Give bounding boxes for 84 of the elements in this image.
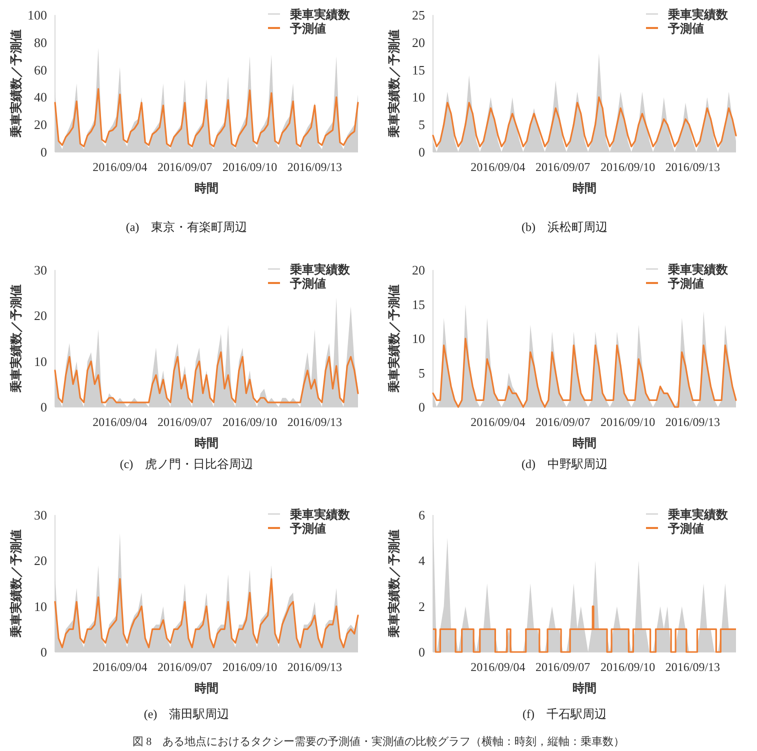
- x-tick-label: 2016/09/07: [158, 415, 212, 429]
- y-tick-label: 10: [34, 598, 47, 614]
- y-tick-label: 0: [40, 644, 47, 660]
- y-tick-label: 0: [40, 400, 47, 414]
- y-tick-label: 20: [34, 308, 47, 324]
- legend-label: 予測値: [289, 522, 326, 536]
- legend-label: 乗車実績数: [667, 508, 729, 522]
- x-tick-label: 2016/09/07: [536, 660, 590, 674]
- legend-label: 乗車実績数: [289, 262, 351, 276]
- x-axis-title: 時間: [194, 681, 218, 695]
- y-tick-label: 10: [34, 354, 47, 369]
- y-tick-label: 30: [34, 262, 47, 278]
- y-tick-label: 2: [418, 598, 425, 614]
- x-tick-label: 2016/09/04: [92, 660, 148, 674]
- x-tick-label: 2016/09/13: [287, 160, 342, 174]
- x-tick-label: 2016/09/04: [92, 415, 148, 429]
- caption: 図 8 ある地点におけるタクシー需要の予測値・実測値の比較グラフ（横軸：時刻，縦軸：乗車数）: [132, 735, 625, 748]
- y-axis-title: 乗車実績数／予測値: [387, 30, 401, 138]
- x-tick-label: 2016/09/07: [158, 160, 212, 174]
- x-axis-title: 時間: [194, 181, 218, 195]
- legend-label: 予測値: [667, 276, 704, 290]
- x-tick-label: 2016/09/04: [470, 415, 526, 429]
- x-tick-label: 2016/09/10: [222, 415, 278, 429]
- text: (a) 東京・有楽町周辺: [126, 220, 248, 234]
- x-tick-label: 2016/09/10: [600, 415, 656, 429]
- y-tick-label: 15: [412, 62, 425, 78]
- y-tick-label: 0: [418, 144, 425, 160]
- x-tick-label: 2016/09/10: [600, 160, 656, 174]
- y-tick-label: 20: [412, 262, 425, 278]
- x-tick-label: 2016/09/07: [536, 160, 590, 174]
- x-tick-label: 2016/09/13: [287, 660, 342, 674]
- x-tick-label: 2016/09/13: [665, 160, 720, 174]
- legend-label: 乗車実績数: [289, 508, 351, 522]
- y-tick-label: 0: [418, 644, 425, 660]
- x-tick-label: 2016/09/10: [222, 660, 278, 674]
- legend-label: 予測値: [667, 22, 704, 36]
- y-tick-label: 10: [412, 90, 425, 105]
- text: (b) 浜松町周辺: [522, 220, 608, 234]
- y-axis-title: 乗車実績数／予測値: [387, 284, 401, 394]
- x-axis-title: 時間: [572, 436, 596, 450]
- legend-label: 予測値: [289, 276, 326, 290]
- y-tick-label: 60: [34, 62, 47, 78]
- x-tick-label: 2016/09/04: [92, 160, 148, 174]
- y-axis-title: 乗車実績数／予測値: [387, 530, 401, 638]
- y-tick-label: 20: [412, 34, 425, 50]
- y-tick-label: 40: [34, 90, 47, 105]
- text: (c) 虎ノ門・日比谷周辺: [120, 457, 254, 471]
- y-tick-label: 20: [34, 117, 47, 132]
- y-axis-title: 乗車実績数／予測値: [9, 30, 23, 138]
- x-tick-label: 2016/09/07: [536, 415, 590, 429]
- y-tick-label: 20: [34, 553, 47, 568]
- x-tick-label: 2016/09/13: [287, 415, 342, 429]
- y-tick-label: 4: [418, 553, 426, 568]
- legend-label: 乗車実績数: [667, 262, 729, 276]
- y-tick-label: 25: [412, 8, 425, 22]
- text: (e) 蒲田駅周辺: [144, 707, 230, 721]
- y-tick-label: 30: [34, 508, 47, 522]
- y-tick-label: 0: [40, 144, 47, 160]
- x-axis-title: 時間: [572, 681, 596, 695]
- x-tick-label: 2016/09/10: [222, 160, 278, 174]
- legend-label: 乗車実績数: [289, 8, 351, 22]
- text: (d) 中野駅周辺: [522, 457, 608, 471]
- y-axis-title: 乗車実績数／予測値: [9, 284, 23, 394]
- y-tick-label: 80: [34, 34, 47, 50]
- y-tick-label: 6: [418, 508, 426, 522]
- legend-label: 乗車実績数: [667, 8, 729, 22]
- x-axis-title: 時間: [194, 436, 218, 450]
- y-axis-title: 乗車実績数／予測値: [9, 530, 23, 638]
- y-tick-label: 10: [412, 331, 425, 346]
- y-tick-label: 5: [418, 365, 425, 380]
- x-tick-label: 2016/09/04: [470, 660, 526, 674]
- x-tick-label: 2016/09/10: [600, 660, 656, 674]
- x-axis-title: 時間: [572, 181, 596, 195]
- x-tick-label: 2016/09/07: [158, 660, 212, 674]
- y-tick-label: 15: [412, 296, 425, 312]
- legend-label: 予測値: [667, 522, 704, 536]
- y-tick-label: 0: [418, 400, 425, 414]
- x-tick-label: 2016/09/13: [665, 660, 720, 674]
- legend-label: 予測値: [289, 22, 326, 36]
- y-tick-label: 100: [28, 8, 47, 22]
- y-tick-label: 5: [418, 117, 425, 132]
- x-tick-label: 2016/09/04: [470, 160, 526, 174]
- text: (f) 千石駅周辺: [522, 707, 606, 721]
- x-tick-label: 2016/09/13: [665, 415, 720, 429]
